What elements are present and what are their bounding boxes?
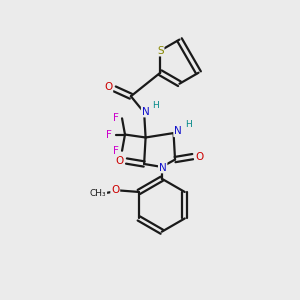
Text: O: O bbox=[116, 156, 124, 166]
Text: N: N bbox=[159, 163, 167, 172]
Text: S: S bbox=[157, 46, 164, 56]
Text: H: H bbox=[152, 100, 159, 109]
Text: F: F bbox=[112, 146, 118, 156]
Text: O: O bbox=[195, 152, 203, 162]
Text: H: H bbox=[185, 120, 192, 129]
Text: N: N bbox=[142, 106, 149, 117]
Text: O: O bbox=[104, 82, 112, 92]
Text: F: F bbox=[106, 130, 112, 140]
Text: O: O bbox=[111, 184, 119, 195]
Text: N: N bbox=[174, 126, 182, 136]
Text: CH₃: CH₃ bbox=[90, 189, 106, 198]
Text: F: F bbox=[112, 113, 118, 123]
